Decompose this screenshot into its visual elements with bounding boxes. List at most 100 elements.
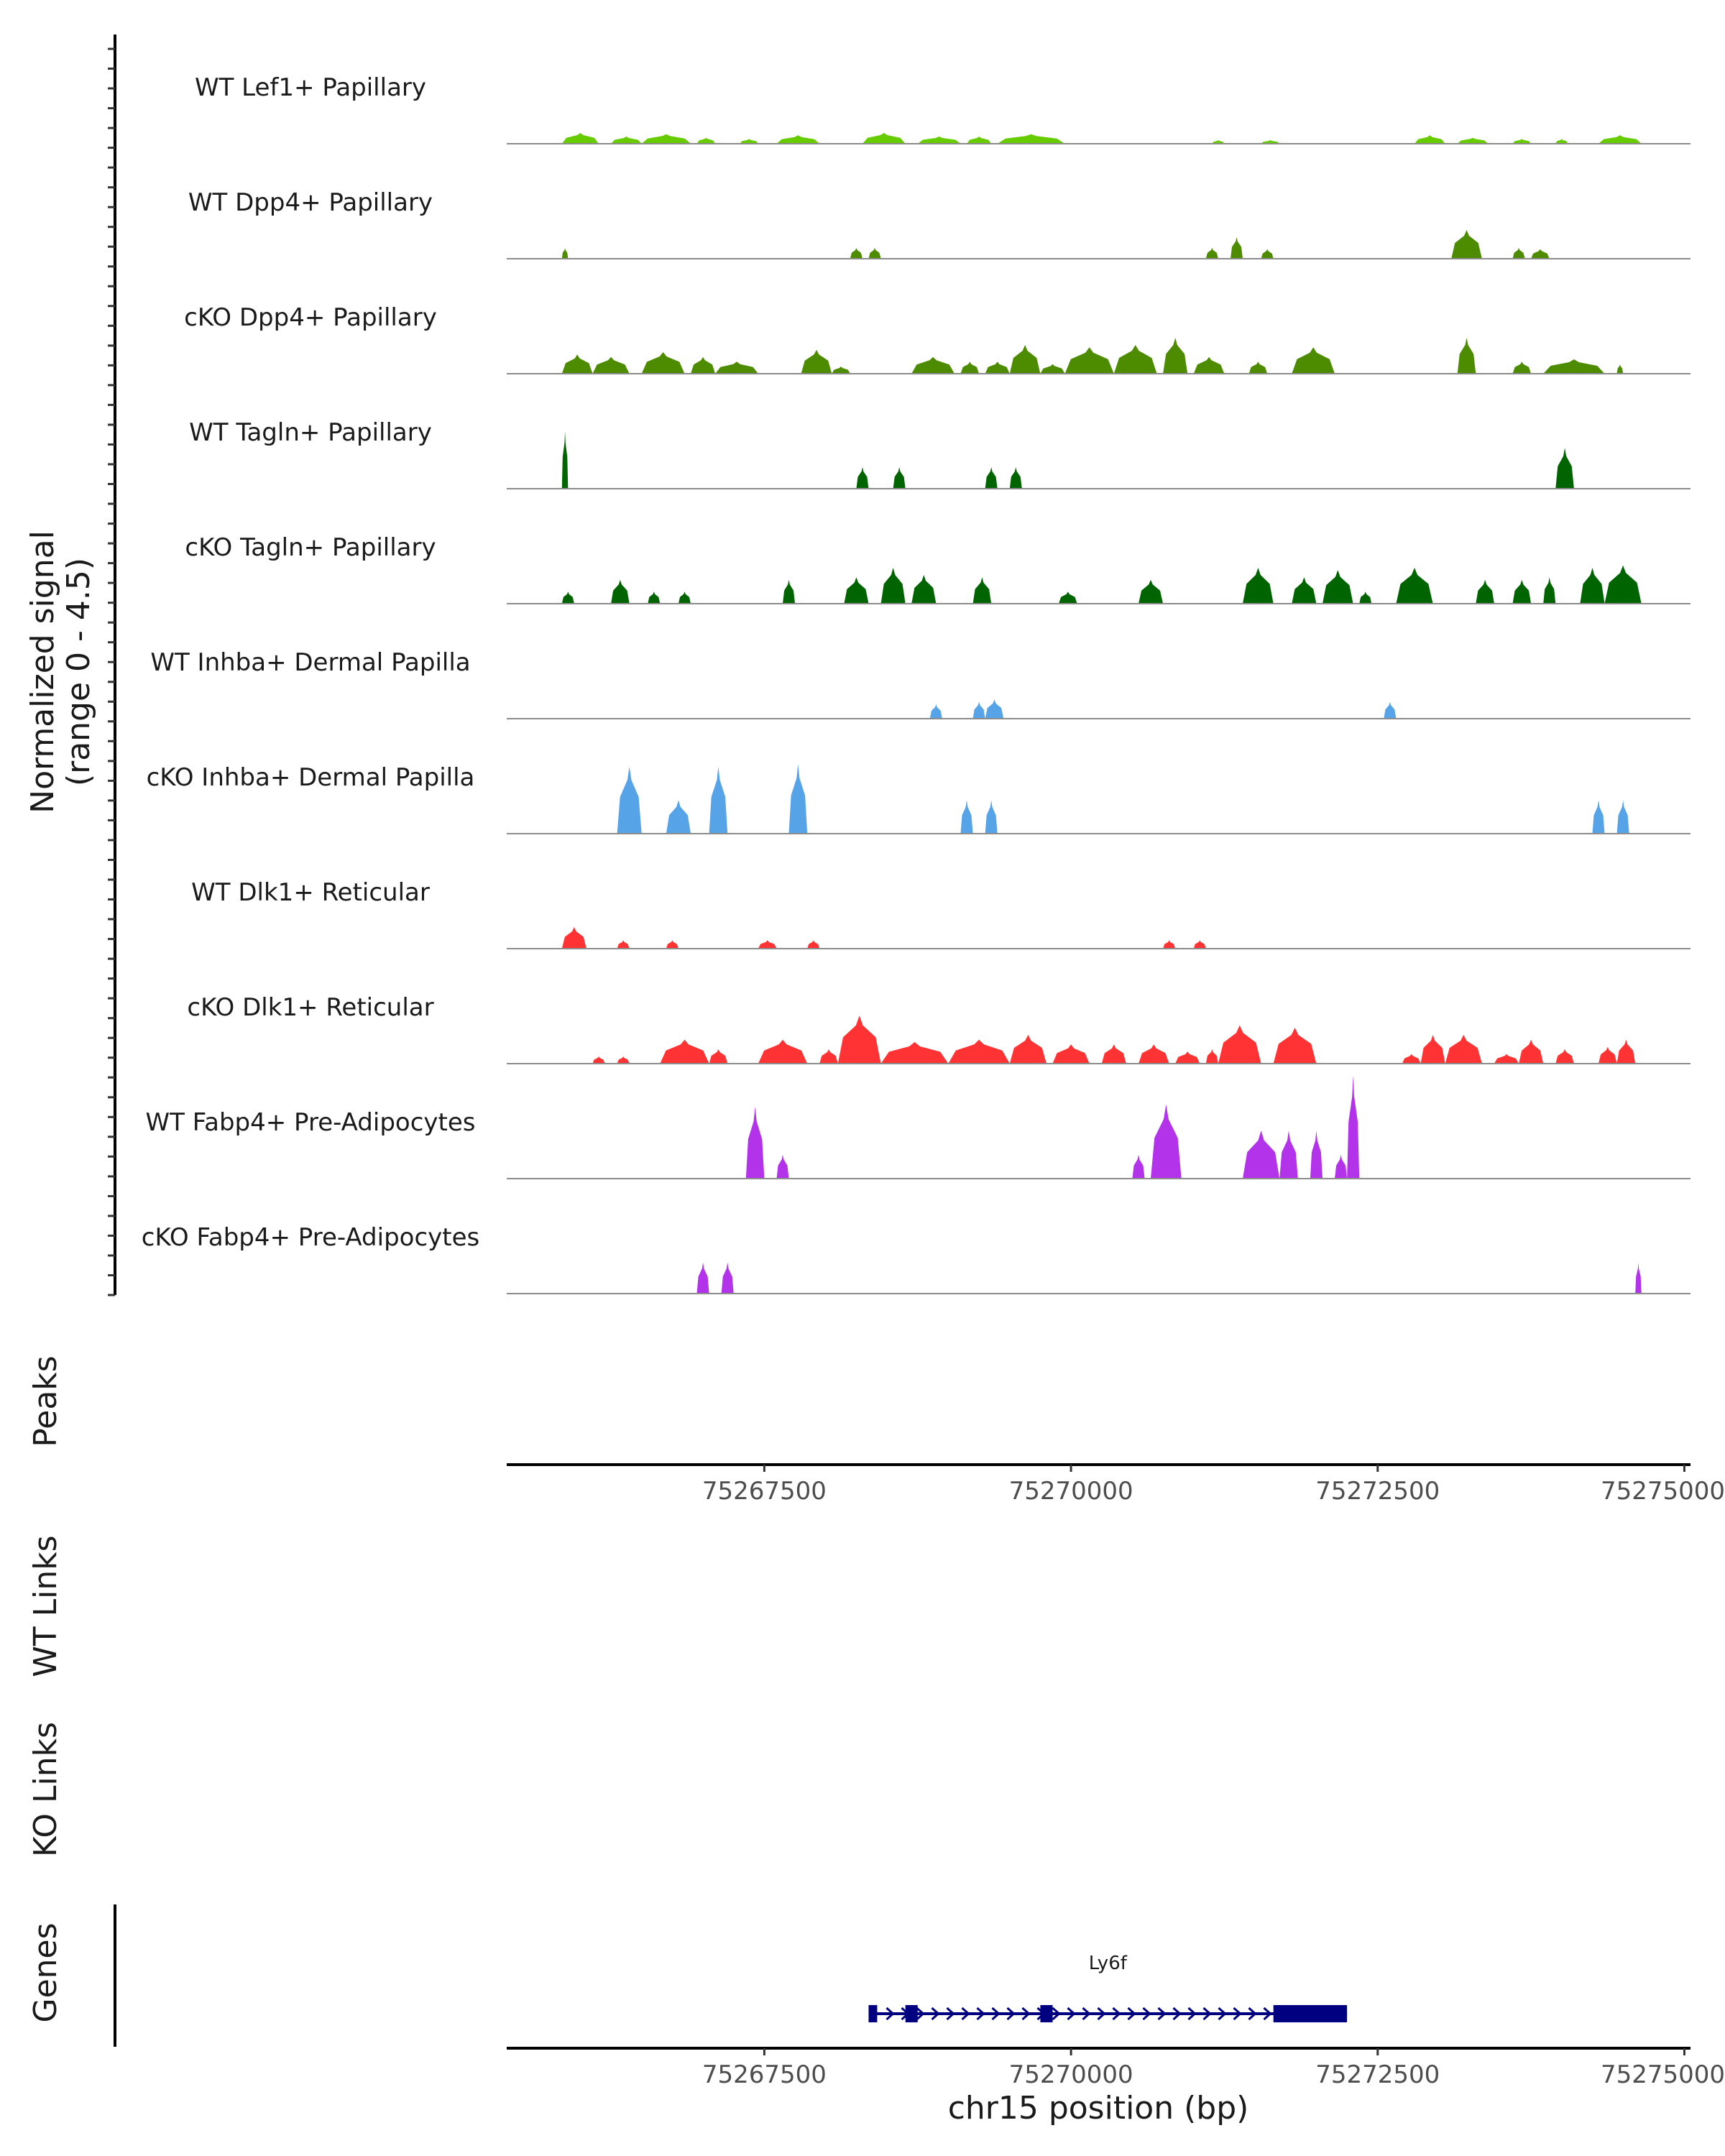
strand-arrow [916, 2007, 925, 2021]
signal-peak [745, 1107, 765, 1179]
track-label: WT Inhba+ Dermal Papilla [150, 648, 470, 677]
track: WT Lef1+ Papillary [195, 73, 1690, 144]
signal-peak [972, 577, 992, 604]
signal-peak [1132, 1154, 1145, 1179]
signal-peak [617, 766, 642, 834]
track: WT Dpp4+ Papillary [188, 188, 1690, 259]
signal-peak [868, 248, 881, 259]
signal-peak [611, 579, 630, 604]
signal-peak [666, 800, 691, 834]
gene-exon [1273, 2005, 1348, 2022]
x-axis-title: chr15 position (bp) [948, 2090, 1249, 2127]
signal-peak [1230, 237, 1243, 259]
strand-arrow [931, 2007, 940, 2021]
strand-arrow [946, 2007, 955, 2021]
signal-peak [709, 1049, 728, 1064]
y-axis-title: Normalized signal [24, 530, 61, 814]
signal-peak [617, 1056, 630, 1064]
signal-peak [917, 137, 961, 144]
signal-peak [1384, 701, 1397, 719]
track-label: WT Tagln+ Papillary [189, 418, 432, 447]
signal-peak [1040, 364, 1065, 374]
signal-peak [678, 591, 691, 604]
strand-arrow [1142, 2007, 1151, 2021]
signal-peak [819, 1049, 838, 1064]
signal-peak [1598, 135, 1642, 144]
signal-peak [758, 1039, 808, 1064]
signal-peak [1261, 249, 1274, 259]
signal-peak [1531, 249, 1550, 259]
signal-peak [1592, 800, 1605, 834]
signal-peak [985, 467, 998, 489]
signal-peak [1519, 1039, 1544, 1064]
signal-peak [1396, 568, 1433, 604]
signal-peak [1414, 135, 1445, 144]
signal-peak [721, 1262, 734, 1294]
x-tick-label: 75270000 [1009, 2060, 1133, 2089]
track-label: WT Fabp4+ Pre-Adipocytes [146, 1108, 476, 1137]
x-tick-label: 75275000 [1601, 2060, 1725, 2089]
wt-links-panel-title: WT Links [27, 1535, 64, 1677]
signal-peak [880, 568, 906, 604]
strand-arrow [1263, 2007, 1272, 2021]
signal-peak [807, 940, 820, 949]
signal-peak [960, 800, 973, 834]
track-label: cKO Dlk1+ Reticular [187, 993, 433, 1022]
signal-peak [880, 1042, 949, 1064]
signal-peak [837, 1015, 881, 1064]
track: WT Dlk1+ Reticular [191, 878, 1690, 949]
genes-panel-title: Genes [27, 1922, 64, 2022]
signal-peak [561, 354, 593, 374]
gene-name-label: Ly6f [1089, 1953, 1128, 1974]
gene-exon [905, 2005, 918, 2022]
track-label: WT Dlk1+ Reticular [191, 878, 430, 907]
signal-peak [1138, 579, 1164, 604]
track: cKO Dpp4+ Papillary [184, 303, 1690, 374]
x-tick-label: 75275000 [1601, 1477, 1725, 1506]
signal-peak [1420, 1035, 1445, 1064]
signal-peak [758, 940, 777, 949]
strand-arrow [1233, 2007, 1242, 2021]
signal-peak [1212, 140, 1225, 144]
signal-peak [1476, 579, 1494, 604]
signal-peak [561, 431, 569, 489]
signal-peak [967, 137, 992, 144]
strand-arrow [1218, 2007, 1227, 2021]
signal-peak [561, 591, 574, 604]
track-label: WT Dpp4+ Papillary [188, 188, 433, 217]
signal-peak [709, 766, 728, 834]
signal-peak [1261, 140, 1280, 144]
signal-peak [1292, 347, 1335, 374]
signal-peak [617, 940, 630, 949]
signal-peak [893, 467, 906, 489]
signal-peak [1347, 1075, 1360, 1179]
signal-peak [1101, 1044, 1126, 1064]
strand-arrow [1172, 2007, 1182, 2021]
track: WT Tagln+ Papillary [189, 418, 1690, 489]
signal-peak [1310, 1130, 1322, 1179]
signal-peak [985, 361, 1010, 374]
peaks-x-axis: 75267500 75270000 75272500 75275000 [507, 1463, 1725, 1506]
signal-peak [1402, 1054, 1421, 1064]
signal-peak [1616, 364, 1624, 374]
signal-peak [862, 133, 906, 144]
signal-peak [1635, 1262, 1642, 1294]
strand-arrow [976, 2007, 985, 2021]
signal-peak [696, 137, 716, 144]
signal-peak [776, 135, 820, 144]
strand-arrow [1127, 2007, 1136, 2021]
signal-peak [1113, 345, 1157, 374]
signal-peak [1555, 139, 1568, 144]
signal-peak [850, 248, 862, 259]
signal-peak [911, 356, 954, 374]
signal-peak [1555, 1049, 1574, 1064]
signal-peak [1512, 139, 1532, 144]
track-label: cKO Fabp4+ Pre-Adipocytes [142, 1223, 480, 1252]
signal-peak [1064, 347, 1114, 374]
signal-peak [1543, 577, 1556, 604]
signal-peak [1243, 1130, 1280, 1179]
signal-peak [1009, 1035, 1046, 1064]
signal-peak [611, 137, 642, 144]
gene-exon [1040, 2005, 1053, 2022]
